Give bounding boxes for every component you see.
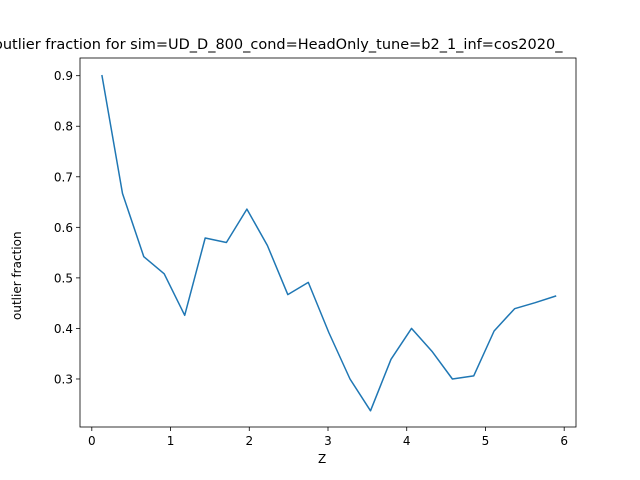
- x-tick-label: 1: [167, 434, 175, 448]
- y-tick-label: 0.8: [54, 120, 73, 134]
- y-tick-label: 0.6: [54, 221, 73, 235]
- y-tick-label: 0.4: [54, 322, 73, 336]
- y-axis-label: outlier fraction: [10, 231, 24, 320]
- series-line: [101, 74, 557, 412]
- x-tick-label: 2: [245, 434, 253, 448]
- x-tick-label: 4: [403, 434, 411, 448]
- y-tick-label: 0.5: [54, 271, 73, 285]
- plot-frame: [79, 57, 577, 428]
- x-tick-label: 3: [324, 434, 332, 448]
- x-tick-label: 5: [482, 434, 490, 448]
- chart-title: outlier fraction for sim=UD_D_800_cond=H…: [0, 37, 563, 53]
- x-axis-label: Z: [318, 452, 327, 466]
- y-tick-label: 0.7: [54, 170, 73, 184]
- x-tick-label: 0: [88, 434, 96, 448]
- y-tick-label: 0.9: [54, 69, 73, 83]
- y-tick-label: 0.3: [54, 372, 73, 386]
- x-tick-label: 6: [560, 434, 568, 448]
